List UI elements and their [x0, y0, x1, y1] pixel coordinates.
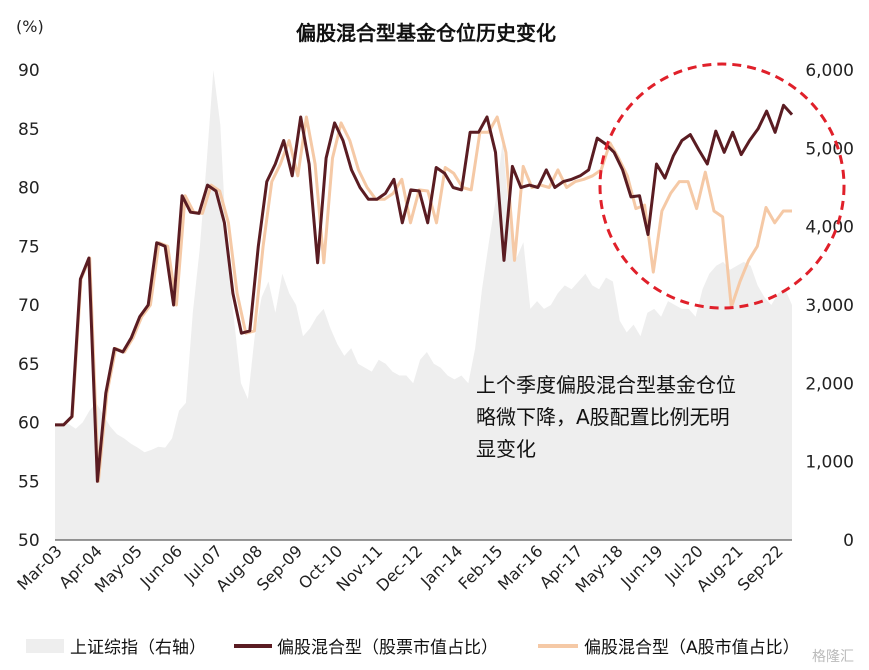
right-tick-label: 0: [843, 531, 854, 551]
legend-label-ashare: 偏股混合型（A股市值占比）: [584, 638, 800, 658]
left-tick-label: 70: [18, 296, 40, 316]
annotation: 上个季度偏股混合型基金仓位 略微下降，A股配置比例无明 显变化: [476, 373, 736, 461]
left-tick-label: 65: [18, 355, 40, 375]
legend-item-index: 上证综指（右轴）: [26, 638, 206, 658]
right-axis-ticks: 0 1,000 2,000 3,000 4,000 5,000 6,000: [805, 61, 854, 551]
left-tick-label: 55: [18, 472, 40, 492]
x-axis-ticks: Mar-03Apr-04May-05Jun-06Jul-07Aug-08Sep-…: [13, 541, 787, 596]
left-tick-label: 80: [18, 179, 40, 199]
right-tick-label: 4,000: [805, 218, 854, 238]
annotation-line-2: 略微下降，A股配置比例无明: [476, 405, 730, 429]
shanghai-index-area: [55, 70, 792, 540]
right-tick-label: 2,000: [805, 374, 854, 394]
legend-swatch-area: [26, 639, 64, 653]
right-tick-label: 6,000: [805, 61, 854, 81]
left-tick-label: 75: [18, 237, 40, 257]
x-tick-label: Jun-19: [616, 541, 666, 591]
highlight-circle: [598, 62, 846, 310]
annotation-line-3: 显变化: [476, 437, 536, 461]
watermark: 格隆汇: [812, 649, 854, 665]
left-tick-label: 60: [18, 414, 40, 434]
legend: 上证综指（右轴） 偏股混合型（股票市值占比） 偏股混合型（A股市值占比）: [26, 638, 800, 658]
legend-label-stock: 偏股混合型（股票市值占比）: [277, 638, 498, 658]
annotation-line-1: 上个季度偏股混合型基金仓位: [476, 373, 736, 397]
left-tick-label: 85: [18, 120, 40, 140]
chart-title: 偏股混合型基金仓位历史变化: [296, 21, 556, 45]
x-tick-label: Sep-22: [734, 541, 787, 594]
x-tick-label: Mar-16: [494, 541, 547, 594]
a-share-ratio-line: [55, 115, 792, 483]
x-tick-label: Sep-09: [253, 541, 306, 594]
legend-item-stock: 偏股混合型（股票市值占比）: [234, 638, 498, 658]
right-tick-label: 5,000: [805, 139, 854, 159]
legend-item-ashare: 偏股混合型（A股市值占比）: [538, 638, 800, 658]
legend-label-index: 上证综指（右轴）: [70, 638, 206, 658]
left-axis-ticks: 50 55 60 65 70 75 80 85 90: [18, 61, 40, 551]
left-tick-label: 90: [18, 61, 40, 81]
x-tick-label: Jun-06: [136, 541, 186, 591]
right-tick-label: 3,000: [805, 296, 854, 316]
stock-ratio-line: [55, 103, 794, 483]
left-tick-label: 50: [18, 531, 40, 551]
left-axis-unit: (%): [16, 17, 44, 36]
right-tick-label: 1,000: [805, 453, 854, 473]
